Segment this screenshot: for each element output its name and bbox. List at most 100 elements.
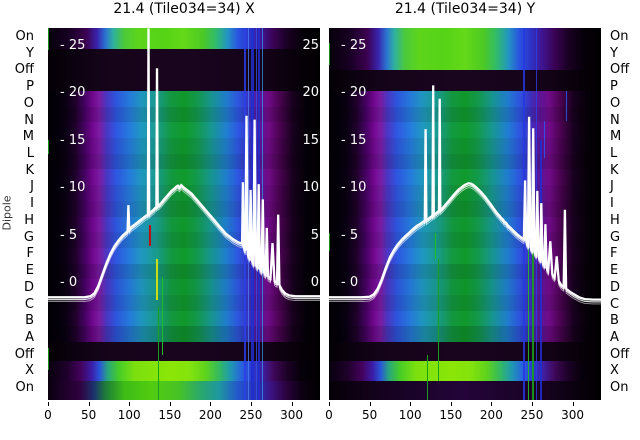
panel-title-x: 21.4 (Tile034=34) X	[113, 1, 255, 17]
heatmap-row-o	[329, 106, 601, 124]
dipole-label-o-4: O	[23, 95, 34, 111]
x-tick-mark-0	[48, 402, 49, 406]
stripe-detail	[426, 355, 428, 400]
x-tick-mark-100	[410, 402, 412, 406]
dipole-label-c-16: C	[610, 296, 620, 312]
value-tick-right-25: 25	[302, 37, 319, 53]
x-tick-label-50: 50	[80, 408, 97, 422]
x-tick-mark-300	[291, 402, 293, 406]
dipole-label-y-1: Y	[26, 45, 34, 61]
x-tick-mark-200	[491, 402, 493, 406]
x-tick-mark-0	[329, 402, 330, 406]
dipole-label-i-10: I	[610, 196, 614, 212]
stripe-detail	[565, 91, 567, 121]
panel-title-y: 21.4 (Tile034=34) Y	[394, 1, 536, 17]
beam-profile-path	[329, 89, 601, 305]
x-tick-label-50: 50	[361, 408, 378, 422]
dipole-label-g-12: G	[610, 229, 621, 245]
dipole-label-b-17: B	[610, 313, 619, 329]
dipole-label-k-8: K	[610, 162, 619, 178]
dipole-label-e-14: E	[25, 263, 34, 279]
dipole-label-m-6: M	[610, 129, 622, 145]
dipole-label-j-9: J	[610, 179, 614, 195]
stripe-detail	[531, 214, 534, 400]
x-tick-label-300: 300	[561, 408, 585, 422]
value-tick-left-20: - 20	[60, 85, 86, 100]
value-tick-right-0: 0	[310, 275, 319, 290]
dipole-label-off-2: Off	[14, 62, 34, 78]
dipole-label-k-8: K	[25, 162, 34, 178]
value-tick-left-25: - 25	[60, 37, 86, 53]
dipole-label-x-20: X	[25, 363, 34, 379]
dipole-label-f-13: F	[610, 246, 618, 262]
stripe-detail	[543, 121, 545, 159]
stripe-detail	[48, 347, 49, 371]
x-tick-label-200: 200	[198, 408, 222, 422]
dipole-label-on-21: On	[610, 380, 629, 396]
stripe-detail	[435, 232, 437, 259]
x-tick-mark-50	[369, 402, 371, 406]
value-tick-left-20: - 20	[341, 85, 367, 100]
dipole-label-off-19: Off	[610, 346, 630, 362]
x-tick-label-0: 0	[325, 408, 333, 422]
heatmap-row-on	[329, 28, 601, 50]
dipole-label-a-18: A	[25, 329, 34, 345]
x-tick-mark-300	[572, 402, 574, 406]
dipole-label-f-13: F	[26, 246, 34, 262]
beam-profile-path	[329, 85, 601, 301]
x-tick-mark-100	[129, 402, 131, 406]
dipole-label-h-11: H	[610, 212, 620, 228]
beam-profile-path	[48, 32, 320, 303]
x-tick-mark-250	[250, 402, 252, 406]
dipole-label-h-11: H	[24, 212, 34, 228]
x-tick-label-0: 0	[44, 408, 52, 422]
value-tick-left-0: - 0	[341, 275, 359, 290]
stripe-detail	[48, 28, 49, 51]
heatmap-row-y	[329, 49, 601, 71]
value-tick-left-5: - 5	[341, 227, 359, 243]
dipole-label-c-16: C	[24, 296, 34, 312]
x-tick-label-200: 200	[479, 408, 503, 422]
beam-profile-path	[329, 87, 601, 303]
dipole-label-off-2: Off	[610, 62, 630, 78]
x-tick-label-100: 100	[117, 408, 141, 422]
dipole-label-on-0: On	[610, 29, 629, 44]
x-tick-label-100: 100	[398, 408, 422, 422]
stripe-detail	[329, 42, 330, 66]
dipole-label-p-3: P	[610, 79, 618, 95]
dipole-label-on-0: On	[15, 29, 34, 44]
x-axis-right: 0 50 100 150 200 250 300	[325, 400, 601, 430]
dipole-label-p-3: P	[26, 79, 34, 95]
beam-profile-curve-x	[48, 28, 320, 303]
dipole-label-o-4: O	[610, 95, 621, 111]
heatmap-panel-x: - 25 25 - 20 20 - 15 15 - 10 10 - 5 5 - 0 0	[48, 28, 320, 400]
dipole-label-off-19: Off	[14, 346, 34, 362]
x-tick-mark-150	[450, 402, 452, 406]
value-tick-left-10: - 10	[60, 180, 86, 195]
dipole-label-d-15: D	[23, 279, 34, 295]
value-tick-left-25: - 25	[341, 37, 367, 53]
x-axis-left: 0 50 100 150 200 250 300	[44, 400, 320, 430]
dipole-label-j-9: J	[30, 179, 34, 195]
dipole-labels-left: On Y Off P O N M L K J I H G F E D C B A Off X On	[0, 0, 41, 440]
stripe-detail	[48, 139, 49, 155]
heatmap-row-off	[329, 70, 601, 92]
dipole-label-i-10: I	[30, 196, 34, 212]
x-tick-label-150: 150	[158, 408, 182, 422]
dipole-label-n-5: N	[610, 112, 620, 128]
value-tick-right-15: 15	[302, 132, 319, 148]
dipole-label-b-17: B	[25, 313, 34, 329]
x-tick-label-250: 250	[520, 408, 544, 422]
value-tick-left-15: - 15	[60, 132, 86, 148]
x-tick-mark-250	[531, 402, 533, 406]
x-tick-mark-50	[88, 402, 90, 406]
x-tick-label-150: 150	[439, 408, 463, 422]
stripe-detail	[539, 139, 542, 400]
heatmap-row-p	[329, 91, 601, 108]
dipole-label-l-7: L	[26, 146, 34, 162]
stripe-detail	[248, 28, 250, 400]
beam-profile-curve-y	[329, 85, 601, 305]
dipole-label-n-5: N	[24, 112, 34, 128]
x-tick-mark-200	[210, 402, 212, 406]
